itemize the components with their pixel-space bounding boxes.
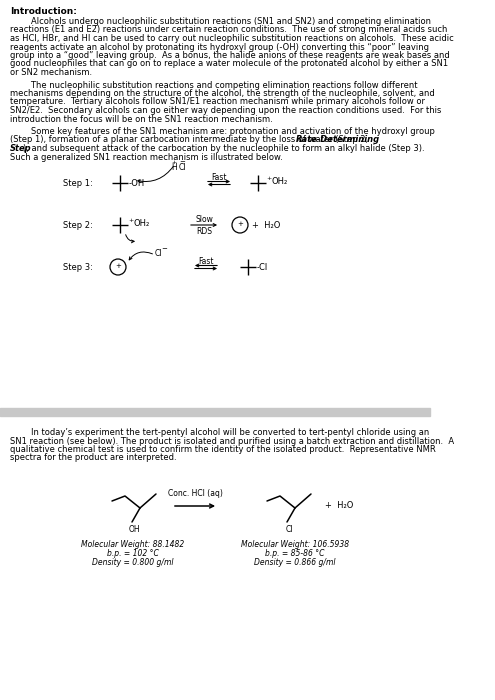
FancyArrowPatch shape: [126, 234, 134, 243]
Text: +  H₂O: + H₂O: [252, 220, 280, 230]
Text: The nucleophilic substitution reactions and competing elimination reactions foll: The nucleophilic substitution reactions …: [10, 80, 417, 90]
Text: RDS: RDS: [196, 227, 212, 235]
Text: −: −: [179, 159, 185, 165]
Text: ), and subsequent attack of the carbocation by the nucleophile to form an alkyl : ), and subsequent attack of the carbocat…: [23, 144, 425, 153]
FancyArrowPatch shape: [129, 252, 152, 260]
Text: Fast: Fast: [198, 256, 214, 265]
Text: +: +: [128, 218, 133, 223]
Text: SN1 reaction (see below). The product is isolated and purified using a batch ext: SN1 reaction (see below). The product is…: [10, 437, 454, 445]
Text: Alcohols undergo nucleophilic substitution reactions (SN1 and SN2) and competing: Alcohols undergo nucleophilic substituti…: [10, 17, 431, 26]
Text: Step 2:: Step 2:: [63, 220, 93, 230]
Text: spectra for the product are interpreted.: spectra for the product are interpreted.: [10, 454, 177, 463]
Text: group into a “good” leaving group.  As a bonus, the halide anions of these reage: group into a “good” leaving group. As a …: [10, 51, 450, 60]
Text: Cl: Cl: [178, 162, 186, 172]
Text: Conc. HCl (aq): Conc. HCl (aq): [168, 489, 222, 498]
Text: qualitative chemical test is used to confirm the identity of the isolated produc: qualitative chemical test is used to con…: [10, 445, 436, 454]
Text: -Cl: -Cl: [257, 262, 268, 272]
Text: Cl: Cl: [154, 249, 162, 258]
Text: In today’s experiment the tert-pentyl alcohol will be converted to tert-pentyl c: In today’s experiment the tert-pentyl al…: [10, 428, 429, 437]
Text: Step: Step: [10, 144, 32, 153]
Text: Step 1:: Step 1:: [63, 178, 93, 188]
Text: as HCl, HBr, and HI can be used to carry out nucleophilic substitution reactions: as HCl, HBr, and HI can be used to carry…: [10, 34, 454, 43]
Text: reactions (E1 and E2) reactions under certain reaction conditions.  The use of s: reactions (E1 and E2) reactions under ce…: [10, 25, 447, 34]
Text: Density = 0.866 g/ml: Density = 0.866 g/ml: [254, 558, 336, 567]
Bar: [0, 408, 430, 416]
Text: +: +: [266, 176, 271, 181]
Text: Fast: Fast: [211, 172, 227, 181]
Text: +  H₂O: + H₂O: [325, 501, 353, 510]
Text: or SN2 mechanism.: or SN2 mechanism.: [10, 68, 92, 77]
Text: OH: OH: [128, 525, 140, 534]
FancyArrowPatch shape: [138, 167, 173, 183]
Text: SN2/E2.  Secondary alcohols can go either way depending upon the reaction condit: SN2/E2. Secondary alcohols can go either…: [10, 106, 442, 115]
Text: mechanisms depending on the structure of the alcohol, the strength of the nucleo: mechanisms depending on the structure of…: [10, 89, 435, 98]
Text: Rate-Determining: Rate-Determining: [296, 136, 380, 144]
Text: OH₂: OH₂: [133, 218, 149, 228]
Text: (Step 1), formation of a planar carbocation intermediate by the loss of water (S: (Step 1), formation of a planar carbocat…: [10, 136, 371, 144]
Text: -OH: -OH: [129, 178, 145, 188]
Text: +: +: [115, 263, 121, 269]
Text: Molecular Weight: 88.1482: Molecular Weight: 88.1482: [81, 540, 185, 549]
Text: −: −: [161, 246, 167, 252]
Text: reagents activate an alcohol by protonating its hydroxyl group (-OH) converting : reagents activate an alcohol by protonat…: [10, 43, 429, 52]
Text: introduction the focus will be on the SN1 reaction mechanism.: introduction the focus will be on the SN…: [10, 115, 273, 123]
Text: Density = 0.800 g/ml: Density = 0.800 g/ml: [92, 558, 174, 567]
Text: b.p. = 102 °C: b.p. = 102 °C: [107, 549, 159, 558]
Text: Introduction:: Introduction:: [10, 7, 77, 16]
Text: OH₂: OH₂: [271, 176, 287, 186]
Text: Molecular Weight: 106.5938: Molecular Weight: 106.5938: [241, 540, 349, 549]
Text: +: +: [171, 160, 177, 164]
Text: H: H: [171, 162, 177, 172]
Text: Such a generalized SN1 reaction mechanism is illustrated below.: Such a generalized SN1 reaction mechanis…: [10, 153, 283, 162]
Text: Step 3:: Step 3:: [63, 262, 93, 272]
Text: Some key features of the SN1 mechanism are: protonation and activation of the hy: Some key features of the SN1 mechanism a…: [10, 127, 435, 136]
Text: Slow: Slow: [195, 214, 213, 223]
Text: Cl: Cl: [285, 525, 293, 534]
Text: temperature.  Tertiary alcohols follow SN1/E1 reaction mechanism while primary a: temperature. Tertiary alcohols follow SN…: [10, 97, 425, 106]
Text: +: +: [237, 221, 243, 227]
Text: good nucleophiles that can go on to replace a water molecule of the protonated a: good nucleophiles that can go on to repl…: [10, 60, 448, 69]
Text: b.p. = 85-86 °C: b.p. = 85-86 °C: [265, 549, 325, 558]
